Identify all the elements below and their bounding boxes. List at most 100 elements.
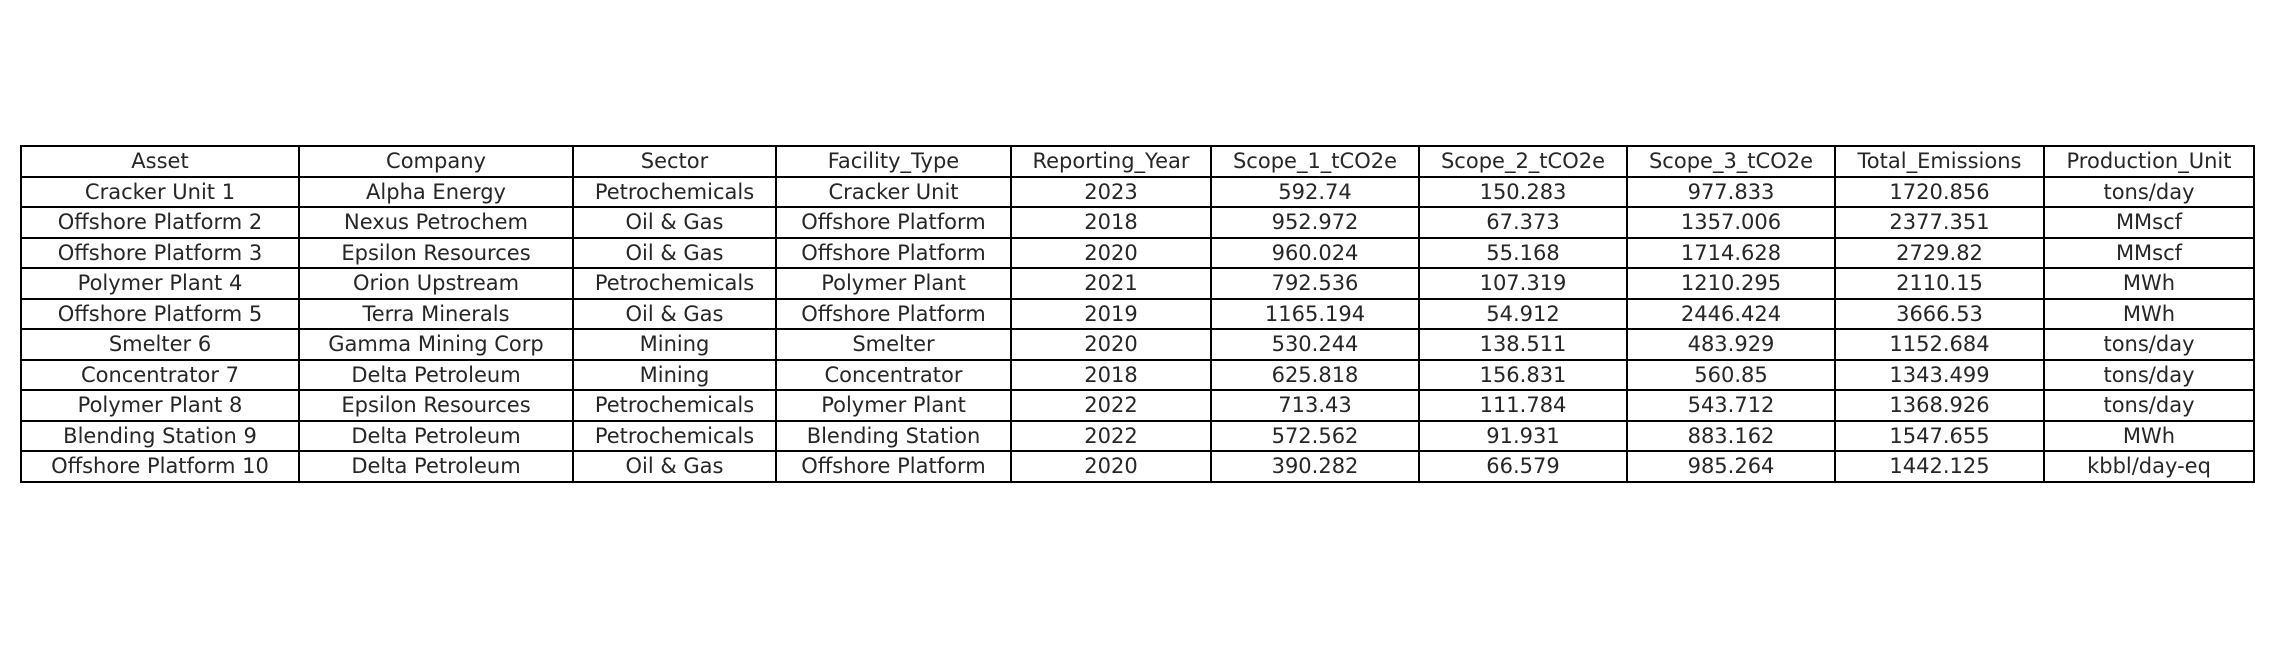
table-cell: 1547.655 bbox=[1834, 419, 2045, 452]
table-cell: 2022 bbox=[1010, 419, 1212, 452]
table-cell: 1720.856 bbox=[1834, 175, 2045, 208]
table-cell: Epsilon Resources bbox=[298, 236, 574, 269]
table-cell: Oil & Gas bbox=[572, 297, 777, 330]
column-header: Reporting_Year bbox=[1010, 145, 1212, 178]
table-cell: Cracker Unit 1 bbox=[20, 175, 300, 208]
table-cell: 1368.926 bbox=[1834, 389, 2045, 422]
table-cell: Polymer Plant bbox=[775, 389, 1012, 422]
table-cell: 483.929 bbox=[1626, 328, 1836, 361]
table-cell: 592.74 bbox=[1210, 175, 1420, 208]
table-cell: Orion Upstream bbox=[298, 267, 574, 300]
table-cell: Delta Petroleum bbox=[298, 419, 574, 452]
table-cell: Mining bbox=[572, 328, 777, 361]
table-cell: 1357.006 bbox=[1626, 206, 1836, 239]
table-cell: 713.43 bbox=[1210, 389, 1420, 422]
table-cell: Delta Petroleum bbox=[298, 450, 574, 483]
table-cell: Offshore Platform 3 bbox=[20, 236, 300, 269]
table-cell: 977.833 bbox=[1626, 175, 1836, 208]
table-cell: Offshore Platform 10 bbox=[20, 450, 300, 483]
table-cell: 1714.628 bbox=[1626, 236, 1836, 269]
table-cell: 2018 bbox=[1010, 358, 1212, 391]
emissions-table-container: Asset Company Sector Facility_Type Reporting… bbox=[20, 145, 2255, 483]
table-cell: Blending Station 9 bbox=[20, 419, 300, 452]
table-cell: Delta Petroleum bbox=[298, 358, 574, 391]
table-cell: 107.319 bbox=[1418, 267, 1628, 300]
table-body: Cracker Unit 1 Alpha Energy Petrochemicals… bbox=[20, 175, 2255, 483]
table-cell: 2020 bbox=[1010, 236, 1212, 269]
table-cell: Blending Station bbox=[775, 419, 1012, 452]
table-cell: tons/day bbox=[2043, 358, 2255, 391]
column-header: Production_Unit bbox=[2043, 145, 2255, 178]
table-cell: Petrochemicals bbox=[572, 267, 777, 300]
table-cell: 792.536 bbox=[1210, 267, 1420, 300]
table-cell: MMscf bbox=[2043, 236, 2255, 269]
table-cell: 2729.82 bbox=[1834, 236, 2045, 269]
table-cell: tons/day bbox=[2043, 389, 2255, 422]
table-cell: 156.831 bbox=[1418, 358, 1628, 391]
table-cell: Mining bbox=[572, 358, 777, 391]
column-header: Scope_3_tCO2e bbox=[1626, 145, 1836, 178]
table-cell: 952.972 bbox=[1210, 206, 1420, 239]
table-cell: 572.562 bbox=[1210, 419, 1420, 452]
table-cell: Offshore Platform bbox=[775, 297, 1012, 330]
table-cell: Smelter 6 bbox=[20, 328, 300, 361]
table-cell: Offshore Platform 2 bbox=[20, 206, 300, 239]
column-header: Company bbox=[298, 145, 574, 178]
table-cell: Gamma Mining Corp bbox=[298, 328, 574, 361]
table-cell: Offshore Platform 5 bbox=[20, 297, 300, 330]
table-row: Blending Station 9 Delta Petroleum Petroch… bbox=[20, 419, 2255, 452]
table-cell: Oil & Gas bbox=[572, 206, 777, 239]
column-header: Scope_2_tCO2e bbox=[1418, 145, 1628, 178]
table-cell: 960.024 bbox=[1210, 236, 1420, 269]
table-row: Offshore Platform 5 Terra Minerals Oil & G… bbox=[20, 297, 2255, 330]
table-cell: Concentrator 7 bbox=[20, 358, 300, 391]
table-cell: 2446.424 bbox=[1626, 297, 1836, 330]
table-cell: Petrochemicals bbox=[572, 175, 777, 208]
table-cell: 2018 bbox=[1010, 206, 1212, 239]
table-cell: 2110.15 bbox=[1834, 267, 2045, 300]
table-cell: 1210.295 bbox=[1626, 267, 1836, 300]
table-row: Offshore Platform 3 Epsilon Resources Oil … bbox=[20, 236, 2255, 269]
table-cell: Petrochemicals bbox=[572, 419, 777, 452]
table-cell: Cracker Unit bbox=[775, 175, 1012, 208]
table-cell: Concentrator bbox=[775, 358, 1012, 391]
table-cell: kbbl/day-eq bbox=[2043, 450, 2255, 483]
table-cell: 2019 bbox=[1010, 297, 1212, 330]
table-cell: 54.912 bbox=[1418, 297, 1628, 330]
table-cell: 55.168 bbox=[1418, 236, 1628, 269]
table-cell: Alpha Energy bbox=[298, 175, 574, 208]
table-cell: 1442.125 bbox=[1834, 450, 2045, 483]
table-cell: MWh bbox=[2043, 297, 2255, 330]
table-cell: MWh bbox=[2043, 267, 2255, 300]
table-cell: 2020 bbox=[1010, 328, 1212, 361]
table-cell: 2022 bbox=[1010, 389, 1212, 422]
table-cell: 530.244 bbox=[1210, 328, 1420, 361]
table-row: Smelter 6 Gamma Mining Corp Mining Smelter 2… bbox=[20, 328, 2255, 361]
table-cell: 1343.499 bbox=[1834, 358, 2045, 391]
table-cell: MWh bbox=[2043, 419, 2255, 452]
table-cell: 3666.53 bbox=[1834, 297, 2045, 330]
table-cell: Polymer Plant bbox=[775, 267, 1012, 300]
table-cell: 2020 bbox=[1010, 450, 1212, 483]
table-cell: Nexus Petrochem bbox=[298, 206, 574, 239]
table-cell: 2377.351 bbox=[1834, 206, 2045, 239]
table-cell: 1165.194 bbox=[1210, 297, 1420, 330]
table-cell: 390.282 bbox=[1210, 450, 1420, 483]
column-header: Total_Emissions bbox=[1834, 145, 2045, 178]
table-cell: 91.931 bbox=[1418, 419, 1628, 452]
table-cell: Offshore Platform bbox=[775, 206, 1012, 239]
table-row: Cracker Unit 1 Alpha Energy Petrochemicals… bbox=[20, 175, 2255, 208]
table-row: Concentrator 7 Delta Petroleum Mining Conce… bbox=[20, 358, 2255, 391]
table-row: Polymer Plant 4 Orion Upstream Petrochemic… bbox=[20, 267, 2255, 300]
table-cell: Epsilon Resources bbox=[298, 389, 574, 422]
table-cell: Offshore Platform bbox=[775, 450, 1012, 483]
table-cell: Petrochemicals bbox=[572, 389, 777, 422]
column-header: Scope_1_tCO2e bbox=[1210, 145, 1420, 178]
column-header: Asset bbox=[20, 145, 300, 178]
table-row: Offshore Platform 2 Nexus Petrochem Oil & … bbox=[20, 206, 2255, 239]
table-row: Offshore Platform 10 Delta Petroleum Oil &… bbox=[20, 450, 2255, 483]
table-cell: tons/day bbox=[2043, 175, 2255, 208]
table-cell: Polymer Plant 8 bbox=[20, 389, 300, 422]
table-cell: 560.85 bbox=[1626, 358, 1836, 391]
table-cell: 66.579 bbox=[1418, 450, 1628, 483]
